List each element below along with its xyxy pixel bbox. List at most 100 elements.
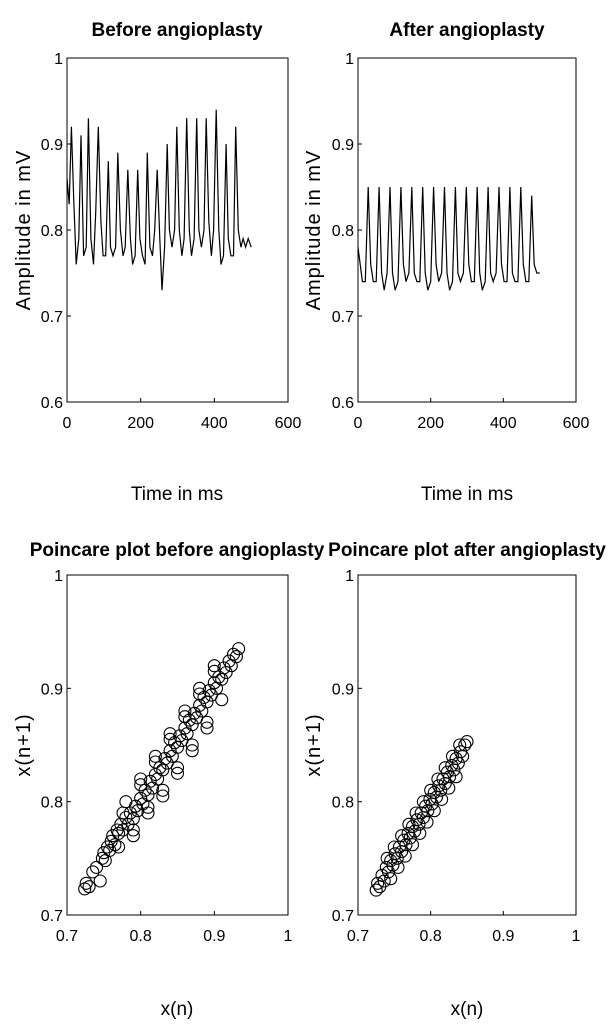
data-point (387, 840, 401, 854)
y-tick-label: 0.7 (41, 309, 63, 326)
data-point (215, 693, 229, 707)
x-tick-label: 1 (572, 928, 581, 945)
data-point (453, 738, 467, 752)
x-ticks: 0.7 0.8 0.9 1 (56, 911, 293, 945)
y-tick-label: 1 (345, 568, 354, 585)
data-point (141, 800, 155, 814)
x-ticks: 0.7 0.8 0.9 1 (347, 911, 581, 945)
data-point (112, 826, 126, 840)
data-point (126, 812, 140, 826)
data-point (431, 772, 445, 786)
data-point (185, 744, 199, 758)
panel-title: After angioplasty (389, 20, 545, 41)
data-point (193, 698, 207, 712)
data-point (369, 883, 383, 897)
data-point (375, 868, 389, 882)
data-point (371, 876, 385, 890)
x-tick-label: 1 (284, 928, 293, 945)
y-tick-label: 0.8 (41, 223, 63, 240)
x-tick-label: 200 (417, 415, 444, 432)
data-point (126, 829, 140, 843)
data-point (197, 690, 211, 704)
data-point (163, 727, 177, 741)
data-point (170, 761, 185, 775)
panel-after-poincare: Poincare plot after angioplasty x(n) x(n… (303, 540, 606, 1020)
x-axis-label: x(n) (161, 999, 194, 1020)
data-point (445, 749, 460, 763)
data-point (395, 829, 409, 843)
data-point (148, 755, 162, 769)
plot-marks (66, 109, 252, 291)
x-tick-label: 0.7 (56, 928, 78, 945)
panel-before-signal: Before angioplasty Time in ms Amplitude … (13, 20, 301, 505)
data-point (405, 838, 420, 852)
series-line (357, 186, 540, 291)
y-ticks: 0.7 0.8 0.9 1 (332, 568, 362, 925)
y-tick-label: 0.7 (332, 309, 354, 326)
data-point (460, 735, 474, 749)
data-point (409, 806, 423, 820)
data-point (416, 795, 430, 809)
data-point (95, 851, 109, 865)
y-ticks: 0.7 0.8 0.9 1 (41, 568, 71, 925)
x-tick-label: 600 (275, 415, 302, 432)
data-point (163, 732, 177, 746)
x-ticks: 0 200 400 600 (354, 398, 590, 432)
x-tick-label: 600 (563, 415, 590, 432)
panel-before-poincare: Poincare plot before angioplasty x(n) x(… (13, 540, 325, 1020)
data-point (86, 865, 100, 879)
plot-frame (357, 574, 577, 916)
data-point (156, 789, 170, 803)
y-ticks: 0.6 0.7 0.8 0.9 1 (332, 51, 362, 412)
y-axis-label: x(n+1) (13, 713, 35, 776)
data-point (458, 738, 472, 752)
y-axis-label: x(n+1) (303, 713, 325, 776)
plot-marks (369, 735, 474, 897)
data-point (126, 823, 140, 837)
x-axis-label: x(n) (451, 999, 484, 1020)
data-point (442, 781, 456, 795)
y-axis-label: Amplitude in mV (13, 150, 35, 311)
x-tick-label: 0 (354, 415, 363, 432)
data-point (424, 783, 438, 797)
data-point (193, 681, 207, 695)
data-point (93, 874, 107, 888)
data-point (380, 851, 394, 865)
y-tick-label: 0.7 (41, 908, 63, 925)
y-tick-label: 0.9 (332, 137, 354, 154)
plot-marks (357, 186, 540, 291)
data-point (193, 687, 207, 701)
x-tick-label: 400 (201, 415, 228, 432)
data-point (134, 791, 148, 805)
data-point (143, 774, 157, 788)
data-point (207, 664, 221, 678)
data-point (200, 721, 214, 735)
data-point (438, 761, 452, 775)
data-point (420, 815, 434, 829)
data-point (89, 860, 104, 874)
data-point (185, 738, 199, 752)
plot-marks (78, 642, 246, 896)
data-point (134, 778, 148, 792)
panel-after-signal: After angioplasty Time in ms Amplitude i… (303, 20, 589, 505)
data-point (402, 817, 416, 831)
panel-title: Poincare plot before angioplasty (30, 540, 325, 561)
data-point (170, 766, 185, 780)
data-point (391, 860, 405, 874)
y-tick-label: 0.6 (332, 395, 354, 412)
y-tick-label: 0.9 (41, 681, 63, 698)
x-tick-label: 0.9 (492, 928, 514, 945)
data-point (232, 642, 246, 656)
x-tick-label: 200 (127, 415, 154, 432)
x-tick-label: 0.9 (203, 928, 225, 945)
x-axis-label: Time in ms (421, 484, 513, 505)
data-point (119, 795, 133, 809)
data-point (427, 804, 441, 818)
data-point (178, 721, 192, 735)
panel-title: Poincare plot after angioplasty (328, 540, 606, 561)
data-point (178, 704, 192, 718)
data-point (82, 880, 96, 894)
x-tick-label: 0.8 (130, 928, 152, 945)
plot-frame (357, 57, 577, 403)
y-tick-label: 0.9 (41, 137, 63, 154)
